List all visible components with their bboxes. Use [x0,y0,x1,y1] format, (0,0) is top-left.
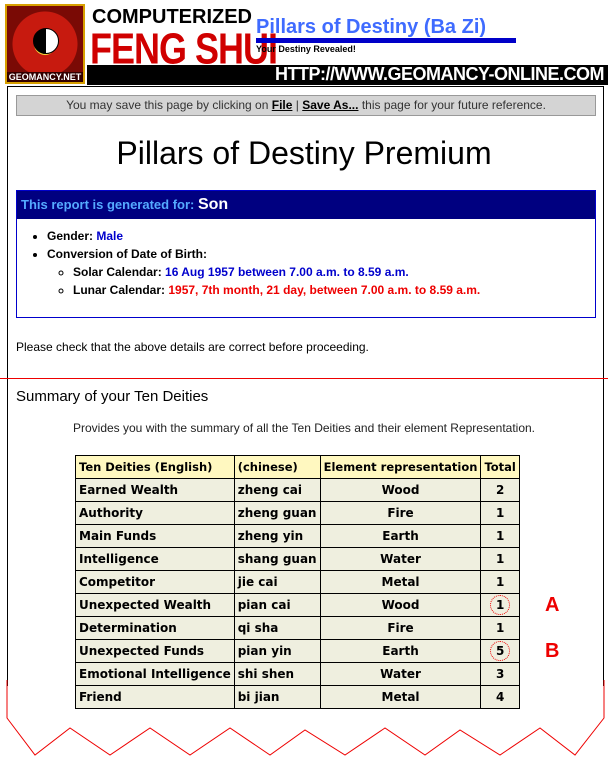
table-row: Unexpected Funds pian yin Earth 5 [75,639,520,663]
gender-label: Gender: [47,229,97,243]
table-cell: Metal [319,570,482,594]
table-cell: 5 [480,639,520,663]
column-header: Ten Deities (English) [75,455,235,479]
report-details: This report is generated for: Son Gender… [16,190,596,318]
annotation-marker: B [545,640,560,662]
table-cell: Unexpected Wealth [75,593,235,617]
site-header: GEOMANCY.NET COMPUTERIZED FENG SHUI Pill… [0,0,608,88]
lunar-item: Lunar Calendar: 1957, 7th month, 21 day,… [73,281,595,299]
table-cell: Fire [319,616,482,640]
table-cell: 4 [480,685,520,709]
solar-item: Solar Calendar: 16 Aug 1957 between 7.00… [73,263,595,281]
table-cell: Metal [319,685,482,709]
lunar-value: 1957, 7th month, 21 day, between 7.00 a.… [168,283,481,297]
save-notice: You may save this page by clicking on Fi… [16,95,596,116]
report-name: Son [197,196,229,213]
table-cell: Unexpected Funds [75,639,235,663]
table-cell: 2 [480,478,520,502]
lunar-label: Lunar Calendar: [73,283,169,297]
table-cell: 1 [480,570,520,594]
file-menu-ref: File [271,98,293,112]
table-cell: Water [319,547,482,571]
solar-label: Solar Calendar: [73,265,166,279]
bagua-logo: GEOMANCY.NET [5,4,85,84]
table-row: Main Funds zheng yin Earth 1 [75,524,520,548]
table-row: Earned Wealth zheng cai Wood 2 [75,478,520,502]
table-cell: Earned Wealth [75,478,235,502]
page-title: Pillars of Destiny Premium [116,135,492,171]
save-suffix: this page for your future reference. [358,98,546,112]
table-cell: bi jian [233,685,321,709]
summary-description: Provides you with the summary of all the… [72,421,536,435]
circled-total: 1 [490,595,511,615]
table-row: Friend bi jian Metal 4 [75,685,520,709]
gender-item: Gender: Male [47,227,595,245]
table-row: Competitor jie cai Metal 1 [75,570,520,594]
conversion-item: Conversion of Date of Birth: Solar Calen… [47,245,595,299]
table-cell: shang guan [233,547,321,571]
table-cell: 1 [480,547,520,571]
logo-text: GEOMANCY.NET [7,72,83,82]
ten-deities-table: Ten Deities (English) (chinese) Element re… [75,455,520,709]
table-cell: Emotional Intelligence [75,662,235,686]
table-cell: 1 [480,524,520,548]
table-row: Determination qi sha Fire 1 [75,616,520,640]
table-cell: Determination [75,616,235,640]
yin-yang-icon [33,28,59,54]
table-cell: zheng cai [233,478,321,502]
table-row: Intelligence shang guan Water 1 [75,547,520,571]
table-cell: Wood [319,593,482,617]
save-sep: | [292,98,303,112]
table-cell: Earth [319,639,482,663]
table-cell: 1 [480,593,520,617]
brand-main: FENG SHUI [90,24,278,74]
table-cell: 1 [480,616,520,640]
url-bar [87,65,608,85]
table-cell: jie cai [233,570,321,594]
annotation-marker: A [545,594,560,616]
table-row: Unexpected Wealth pian cai Wood 1 [75,593,520,617]
report-label: This report is generated for: [21,197,198,212]
solar-value: 16 Aug 1957 between 7.00 a.m. to 8.59 a.… [165,265,409,279]
table-cell: Wood [319,478,482,502]
table-cell: 1 [480,501,520,525]
table-row: Authority zheng guan Fire 1 [75,501,520,525]
product-name: Pillars of Destiny (Ba Zi) [256,16,487,38]
table-cell: Authority [75,501,235,525]
table-cell: Competitor [75,570,235,594]
table-cell: qi sha [233,616,321,640]
table-cell: zheng guan [233,501,321,525]
column-header: Element representation [319,455,482,479]
brand-top: COMPUTERIZED [92,6,252,28]
site-url[interactable]: HTTP://WWW.GEOMANCY-ONLINE.COM [275,64,604,84]
table-cell: Main Funds [75,524,235,548]
summary-heading: Summary of your Ten Deities [16,388,209,405]
save-prefix: You may save this page by clicking on [66,98,272,112]
table-cell: Intelligence [75,547,235,571]
table-row: Emotional Intelligence shi shen Water 3 [75,662,520,686]
divider [256,38,516,43]
gender-value: Male [96,229,124,243]
table-cell: pian cai [233,593,321,617]
circled-total: 5 [490,641,511,661]
tagline: Your Destiny Revealed! [256,44,356,54]
section-divider [0,378,608,379]
torn-edge [6,680,605,756]
conversion-label: Conversion of Date of Birth: [47,247,208,261]
column-header: (chinese) [233,455,321,479]
check-text: Please check that the above details are … [16,340,369,354]
report-header: This report is generated for: Son [17,191,595,219]
table-cell: Fire [319,501,482,525]
column-header: Total [480,455,520,479]
table-cell: pian yin [233,639,321,663]
content-frame [7,86,604,686]
table-cell: zheng yin [233,524,321,548]
save-as-ref: Save As... [302,98,359,112]
table-cell: Earth [319,524,482,548]
